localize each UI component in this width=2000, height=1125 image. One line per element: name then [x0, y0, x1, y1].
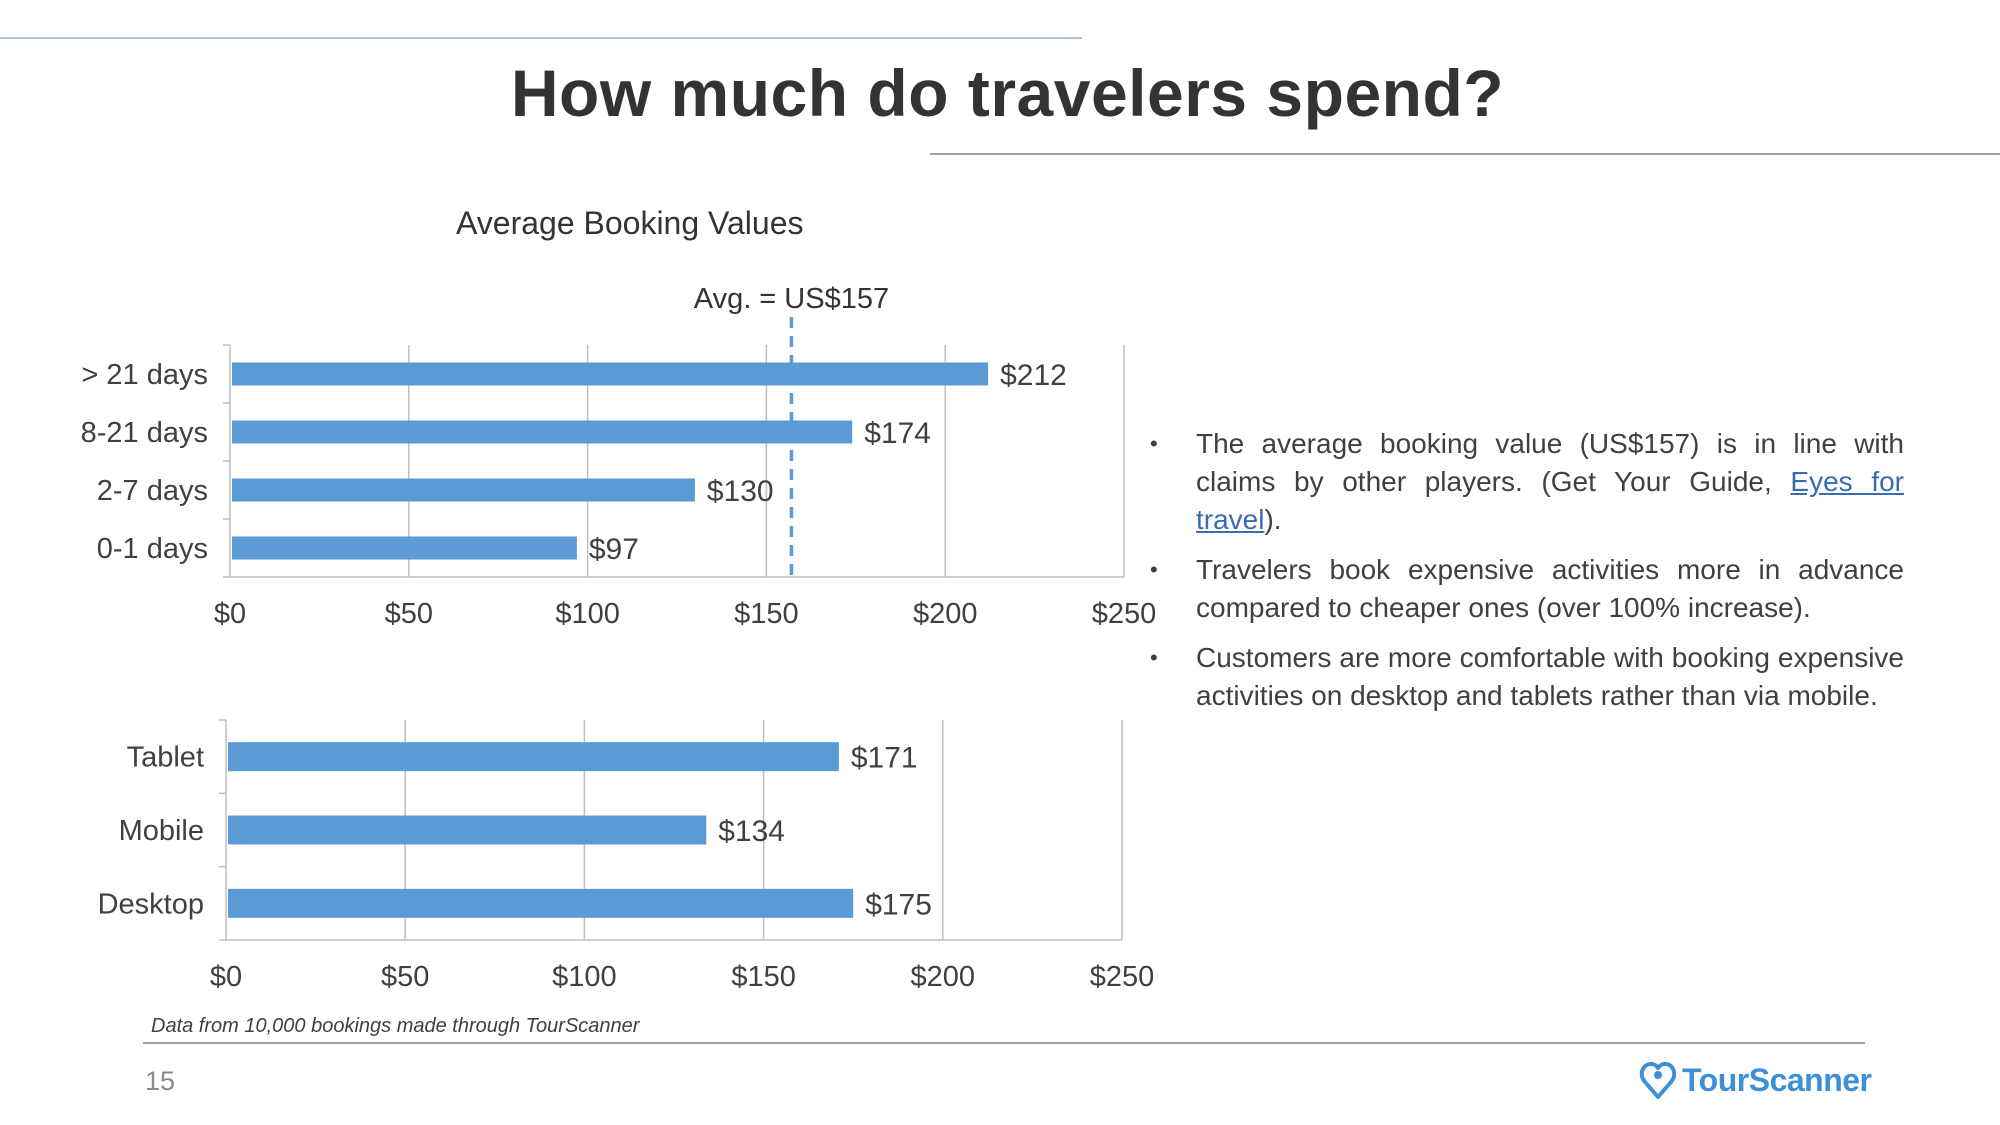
- bullet-item: The average booking value (US$157) is in…: [1150, 425, 1905, 539]
- bar: [228, 742, 839, 772]
- page-number: 15: [145, 1066, 176, 1096]
- x-tick-label: $250: [1090, 961, 1155, 993]
- category-label: Mobile: [119, 815, 204, 847]
- bar: [228, 815, 707, 845]
- bar: [232, 420, 853, 444]
- category-label: 0-1 days: [97, 533, 208, 565]
- data-label: $174: [864, 417, 931, 450]
- bullet-text: Customers are more comfortable with book…: [1196, 642, 1904, 711]
- bullet-text: Travelers book expensive activities more…: [1196, 554, 1904, 623]
- top-divider-right: [930, 153, 2000, 155]
- category-label: > 21 days: [81, 359, 208, 391]
- bar: [232, 362, 989, 386]
- eyes-for-travel-link[interactable]: Eyes for travel: [1196, 466, 1905, 535]
- category-label: Tablet: [127, 742, 204, 774]
- bar: [228, 888, 854, 918]
- x-tick-label: $200: [913, 598, 978, 630]
- x-tick-label: $100: [555, 598, 620, 630]
- category-label: Desktop: [98, 888, 204, 920]
- bullet-item: Travelers book expensive activities more…: [1150, 551, 1904, 627]
- x-tick-label: $100: [552, 961, 617, 993]
- chart-title: Average Booking Values: [456, 205, 804, 241]
- x-tick-label: $0: [214, 598, 246, 630]
- data-source-note: Data from 10,000 bookings made through T…: [151, 1015, 640, 1037]
- x-tick-label: $150: [731, 961, 796, 993]
- x-tick-label: $200: [911, 961, 976, 993]
- average-label: Avg. = US$157: [694, 283, 889, 315]
- category-label: 8-21 days: [81, 417, 208, 449]
- data-label: $130: [707, 475, 774, 508]
- x-tick-label: $50: [385, 598, 433, 630]
- heart-pin-icon: [1639, 1061, 1677, 1099]
- x-tick-label: $150: [734, 598, 799, 630]
- x-tick-label: $250: [1092, 598, 1157, 630]
- booking-device-chart: $0 $50 $100 $150 $200 $250 Tablet $171 Mobile $13…: [98, 719, 1155, 993]
- x-tick-label: $0: [210, 961, 242, 993]
- bottom-divider: [143, 1042, 1865, 1044]
- data-label: $134: [718, 815, 785, 848]
- top-divider-left: [0, 37, 1082, 39]
- bullet-item: Customers are more comfortable with book…: [1150, 639, 1904, 715]
- bar: [232, 478, 695, 502]
- data-label: $212: [1000, 359, 1067, 392]
- category-label: 2-7 days: [97, 475, 208, 507]
- data-label: $171: [851, 742, 918, 775]
- data-label: $97: [589, 533, 639, 566]
- booking-lead-time-chart: $0 $50 $100 $150 $200 $250 > 21 days $212 8-21 d…: [81, 283, 1157, 630]
- x-tick-label: $50: [381, 961, 429, 993]
- insight-bullets: The average booking value (US$157) is in…: [1150, 425, 1905, 727]
- tourscanner-logo: TourScanner: [1638, 1060, 1872, 1100]
- slide-title: How much do travelers spend?: [510, 56, 1505, 130]
- bullet-text-end: ).: [1264, 504, 1282, 535]
- data-label: $175: [865, 888, 932, 921]
- bar: [232, 536, 577, 560]
- logo-text: TourScanner: [1682, 1061, 1872, 1098]
- bullet-text: The average booking value (US$157) is in…: [1196, 428, 1904, 497]
